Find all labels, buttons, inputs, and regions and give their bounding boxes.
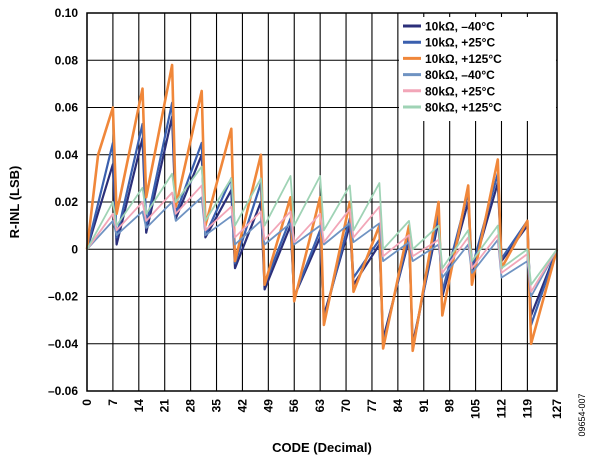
x-tick-labels: 0 7 14 21 28 35 42 49 56 63 70 77 84 91 98 105 112 119 127 (80, 399, 564, 419)
x-tick-label: 35 (210, 399, 224, 413)
y-tick-label: 0 (71, 242, 78, 256)
y-tick-labels: 0.10 0.08 0.06 0.04 0.02 0 –0.02 –0.04 –0.06 (48, 6, 78, 398)
x-tick-label: 7 (106, 399, 120, 406)
figure-id: 09654-007 (577, 393, 587, 436)
x-tick-label: 49 (261, 399, 275, 413)
y-tick-label: 0.02 (55, 195, 79, 209)
y-tick-label: 0.08 (55, 53, 79, 67)
x-tick-label: 0 (80, 399, 94, 406)
legend-label: 10kΩ, +25°C (425, 36, 495, 50)
x-tick-label: 84 (391, 399, 405, 413)
x-tick-label: 28 (184, 399, 198, 413)
y-tick-label: –0.04 (48, 337, 78, 351)
series-group (85, 63, 559, 353)
x-axis-label: CODE (Decimal) (272, 440, 372, 455)
plot-frame (86, 12, 558, 392)
legend: 10kΩ, –40°C 10kΩ, +25°C 10kΩ, +125°C 80kΩ, … (399, 17, 556, 121)
x-tick-label: 127 (550, 399, 564, 419)
x-tick-label: 98 (443, 399, 457, 413)
x-tick-label: 77 (365, 399, 379, 413)
x-tick-label: 112 (494, 399, 508, 419)
legend-label: 10kΩ, –40°C (425, 20, 495, 34)
series-line-6 (86, 165, 558, 286)
legend-label: 10kΩ, +125°C (425, 52, 502, 66)
x-tick-label: 21 (158, 399, 172, 413)
x-tick-label: 63 (313, 399, 327, 413)
y-tick-label: –0.02 (48, 290, 78, 304)
x-tick-label: 119 (520, 399, 534, 419)
x-tick-label: 91 (417, 399, 431, 413)
legend-label: 80kΩ, –40°C (425, 68, 495, 82)
x-tick-label: 105 (469, 399, 483, 419)
y-axis-label: R-INL (LSB) (7, 166, 22, 239)
y-tick-label: 0.06 (55, 101, 79, 115)
legend-label: 80kΩ, +125°C (425, 101, 502, 115)
series-line-5 (86, 184, 558, 293)
legend-background (399, 17, 556, 121)
x-tick-label: 42 (235, 399, 249, 413)
y-tick-label: 0.04 (55, 148, 79, 162)
x-tick-label: 56 (287, 399, 301, 413)
x-tick-label: 70 (339, 399, 353, 413)
y-tick-label: 0.10 (55, 6, 79, 20)
legend-label: 80kΩ, +25°C (425, 84, 495, 98)
x-tick-label: 14 (132, 399, 146, 413)
y-tick-label: –0.06 (48, 384, 78, 398)
